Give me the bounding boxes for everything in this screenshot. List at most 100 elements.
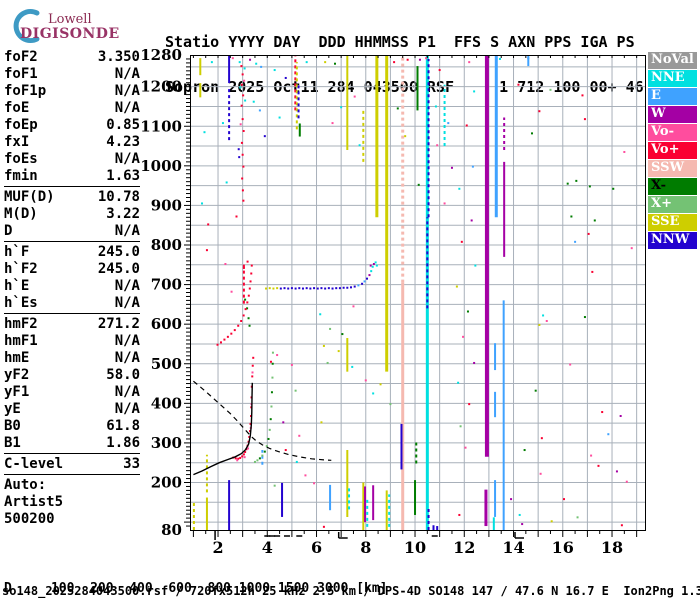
param-value: N/A: [114, 66, 140, 82]
param-label: yF2: [4, 367, 30, 383]
param-label: C-level: [4, 456, 64, 472]
x-axis-label: 2: [212, 538, 223, 557]
param-row: M(D) 3.22: [4, 206, 140, 223]
muf-markers: [214, 531, 525, 540]
param-label: foF1p: [4, 83, 47, 99]
param-row: h`F2 245.0: [4, 261, 140, 278]
param-label: M(D): [4, 206, 38, 222]
legend-item-nne: NNE: [648, 70, 697, 87]
param-label: foF2: [4, 49, 38, 65]
x-axis-label: 8: [360, 538, 371, 557]
echo-direction-legend: NoVal NNE E W Vo- Vo+ SSW X- X+ SSE NNW: [648, 52, 697, 250]
param-label: h`F: [4, 244, 30, 260]
param-label: D: [4, 223, 13, 239]
logo-text-digisonde: DIGISONDE: [20, 26, 120, 42]
param-label: B0: [4, 418, 21, 434]
param-label: hmF1: [4, 333, 38, 349]
x-axis-label: 12: [453, 538, 475, 557]
x-axis-label: 4: [262, 538, 273, 557]
legend-item-sse: SSE: [648, 214, 697, 231]
x-axis-label: 18: [601, 538, 623, 557]
param-group: hmF2 271.2 hmF1 N/A hmE N/A yF2 58.0 yF1 N/A yE N/A…: [4, 316, 140, 454]
legend-item-e: E: [648, 88, 697, 105]
legend-item-x: X-: [648, 178, 697, 195]
axis-ticks: [184, 55, 638, 537]
param-value: 4.23: [106, 134, 140, 150]
param-value: 3.350: [97, 49, 140, 65]
param-label: fmin: [4, 168, 38, 184]
param-group: h`F 245.0 h`F2 245.0 h`E N/A h`Es N/A: [4, 244, 140, 314]
param-value: 33: [123, 456, 140, 472]
param-value: N/A: [114, 333, 140, 349]
x-axis-label: 10: [404, 538, 426, 557]
param-label: Artist5: [4, 494, 64, 510]
header-column-titles: Statio YYYY DAY DDD HHMMSS P1 FFS S AXN …: [165, 33, 635, 51]
param-label: yF1: [4, 384, 30, 400]
param-label: yE: [4, 401, 21, 417]
param-value: 1.86: [106, 435, 140, 451]
param-row: 500200: [4, 511, 140, 528]
param-label: foEp: [4, 117, 38, 133]
d-muf-table: D 100 200 400 600 800 1000 1500 3000 [km…: [4, 551, 395, 600]
param-label: h`F2: [4, 261, 38, 277]
y-axis-label: 900: [151, 196, 182, 214]
legend-item-vo: Vo-: [648, 124, 697, 141]
param-row: yF2 58.0: [4, 367, 140, 384]
param-group: Auto: Artist5 500200: [4, 477, 140, 529]
param-value: 271.2: [97, 316, 140, 332]
hf-trace-solid: [193, 382, 253, 476]
param-label: foE: [4, 100, 30, 116]
param-row: hmE N/A: [4, 350, 140, 367]
legend-item-vo: Vo+: [648, 142, 697, 159]
param-value: N/A: [114, 223, 140, 239]
param-row: yF1 N/A: [4, 384, 140, 401]
y-axis-label: 1100: [140, 117, 182, 135]
param-value: 245.0: [97, 261, 140, 277]
param-row: B0 61.8: [4, 418, 140, 435]
param-value: N/A: [114, 401, 140, 417]
x-axis-label: 14: [502, 538, 524, 557]
param-row: foF1p N/A: [4, 83, 140, 100]
param-value: 245.0: [97, 244, 140, 260]
y-axis-label: 80: [161, 521, 182, 539]
y-axis-label: 300: [151, 434, 182, 452]
param-group: C-level 33: [4, 456, 140, 475]
param-value: 3.22: [106, 206, 140, 222]
parameter-panel: foF2 3.350 foF1 N/A foF1p N/A foE N/A foEp 0.85 fx…: [4, 49, 140, 531]
param-value: N/A: [114, 278, 140, 294]
param-row: B1 1.86: [4, 435, 140, 452]
x-axis-label: 6: [311, 538, 322, 557]
param-row: foF2 3.350: [4, 49, 140, 66]
param-value: 0.85: [106, 117, 140, 133]
param-row: Auto:: [4, 477, 140, 494]
autoscaled-traces: [193, 380, 332, 476]
y-axis-label: 1200: [140, 78, 182, 96]
y-axis-label: 600: [151, 315, 182, 333]
logo-arc-icon: [13, 9, 40, 43]
y-axis-label: 500: [151, 355, 182, 373]
param-group: MUF(D) 10.78 M(D) 3.22 D N/A: [4, 189, 140, 242]
legend-item-nnw: NNW: [648, 232, 697, 249]
param-value: N/A: [114, 295, 140, 311]
y-axis-label: 1000: [140, 157, 182, 175]
param-row: h`E N/A: [4, 278, 140, 295]
param-label: hmF2: [4, 316, 38, 332]
param-label: Auto:: [4, 477, 47, 493]
echo-stripes: [192, 55, 530, 530]
param-value: N/A: [114, 384, 140, 400]
param-row: yE N/A: [4, 401, 140, 418]
param-row: Artist5: [4, 494, 140, 511]
param-row: h`Es N/A: [4, 295, 140, 312]
param-row: foF1 N/A: [4, 66, 140, 83]
param-value: N/A: [114, 83, 140, 99]
legend-item-x: X+: [648, 196, 697, 213]
axis-labels: 1280120011001000900800700600500400300200…: [140, 46, 623, 557]
y-axis-label: 700: [151, 276, 182, 294]
param-label: h`Es: [4, 295, 38, 311]
profile-trace-dashed: [193, 380, 332, 461]
param-value: N/A: [114, 350, 140, 366]
param-row: h`F 245.0: [4, 244, 140, 261]
param-row: D N/A: [4, 223, 140, 240]
param-row: fxI 4.23: [4, 134, 140, 151]
